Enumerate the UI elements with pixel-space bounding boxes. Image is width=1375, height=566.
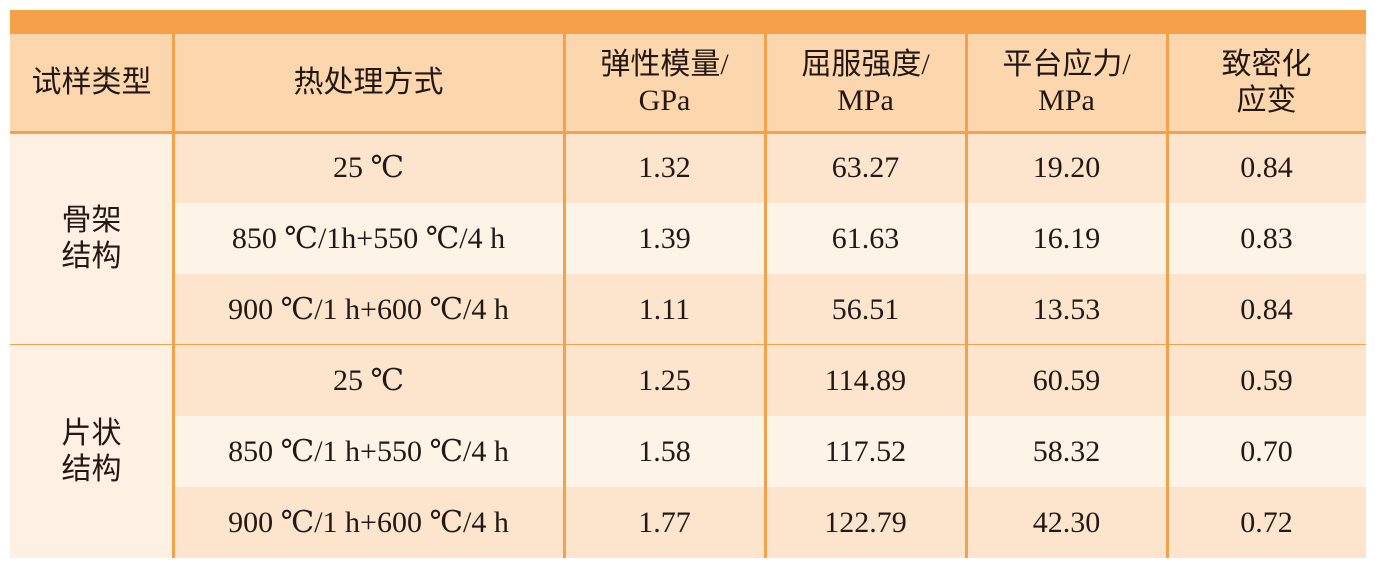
body-cell: 56.51 <box>765 274 966 345</box>
cell-text: 结构 <box>61 239 122 273</box>
cell-text: MPa <box>1038 84 1095 117</box>
header-cell: 屈服强度/MPa <box>765 34 966 132</box>
body-cell: 122.79 <box>765 487 966 558</box>
header-cell: 致密化 应变 <box>1167 34 1366 132</box>
column-divider <box>764 10 767 558</box>
cell-text: 平台应力/ <box>1002 48 1131 81</box>
body-cell: 60.59 <box>966 345 1167 416</box>
header-cell: 平台应力/MPa <box>966 34 1167 132</box>
top-band <box>10 10 1366 34</box>
cell-text: 结构 <box>61 452 122 486</box>
body-cell: 1.32 <box>564 132 765 203</box>
body-cell: 114.89 <box>765 345 966 416</box>
cell-text: 屈服强度/ <box>801 48 930 81</box>
body-cell: 0.72 <box>1167 487 1366 558</box>
column-divider <box>965 10 968 558</box>
cell-text: 热处理方式 <box>293 66 444 99</box>
body-cell: 900 ℃/1 h+600 ℃/4 h <box>173 487 564 558</box>
body-cell: 63.27 <box>765 132 966 203</box>
body-cell: 1.25 <box>564 345 765 416</box>
body-cell: 13.53 <box>966 274 1167 345</box>
body-cell: 1.11 <box>564 274 765 345</box>
column-divider <box>172 10 175 558</box>
header-cell: 试样类型 <box>10 34 173 132</box>
body-cell: 117.52 <box>765 416 966 487</box>
cell-text: 应变 <box>1236 84 1297 117</box>
body-cell: 850 ℃/1 h+550 ℃/4 h <box>173 416 564 487</box>
body-cell: 0.84 <box>1167 274 1366 345</box>
body-cell: 900 ℃/1 h+600 ℃/4 h <box>173 274 564 345</box>
column-divider <box>1166 10 1169 558</box>
cell-text: 致密化 <box>1221 48 1312 81</box>
header-divider <box>10 131 1366 134</box>
body-cell: 42.30 <box>966 487 1167 558</box>
body-cell: 16.19 <box>966 203 1167 274</box>
body-cell: 61.63 <box>765 203 966 274</box>
body-cell: 58.32 <box>966 416 1167 487</box>
body-cell: 0.59 <box>1167 345 1366 416</box>
body-cell: 1.58 <box>564 416 765 487</box>
cell-text: 片状 <box>61 416 122 450</box>
body-cell: 1.77 <box>564 487 765 558</box>
body-cell: 0.70 <box>1167 416 1366 487</box>
body-cell: 850 ℃/1h+550 ℃/4 h <box>173 203 564 274</box>
cell-text: 试样类型 <box>31 66 152 99</box>
header-cell: 弹性模量/GPa <box>564 34 765 132</box>
column-divider <box>563 10 566 558</box>
body-cell: 0.83 <box>1167 203 1366 274</box>
header-cell: 热处理方式 <box>173 34 564 132</box>
body-cell: 25 ℃ <box>173 132 564 203</box>
cell-text: GPa <box>638 84 691 117</box>
group-cell: 骨架 结构 <box>10 132 173 345</box>
body-cell: 1.39 <box>564 203 765 274</box>
cell-text: 骨架 <box>61 203 122 237</box>
body-cell: 25 ℃ <box>173 345 564 416</box>
cell-text: 弹性模量/ <box>600 48 729 81</box>
group-cell: 片状 结构 <box>10 345 173 558</box>
body-cell: 19.20 <box>966 132 1167 203</box>
body-cell: 0.84 <box>1167 132 1366 203</box>
cell-text: MPa <box>837 84 894 117</box>
